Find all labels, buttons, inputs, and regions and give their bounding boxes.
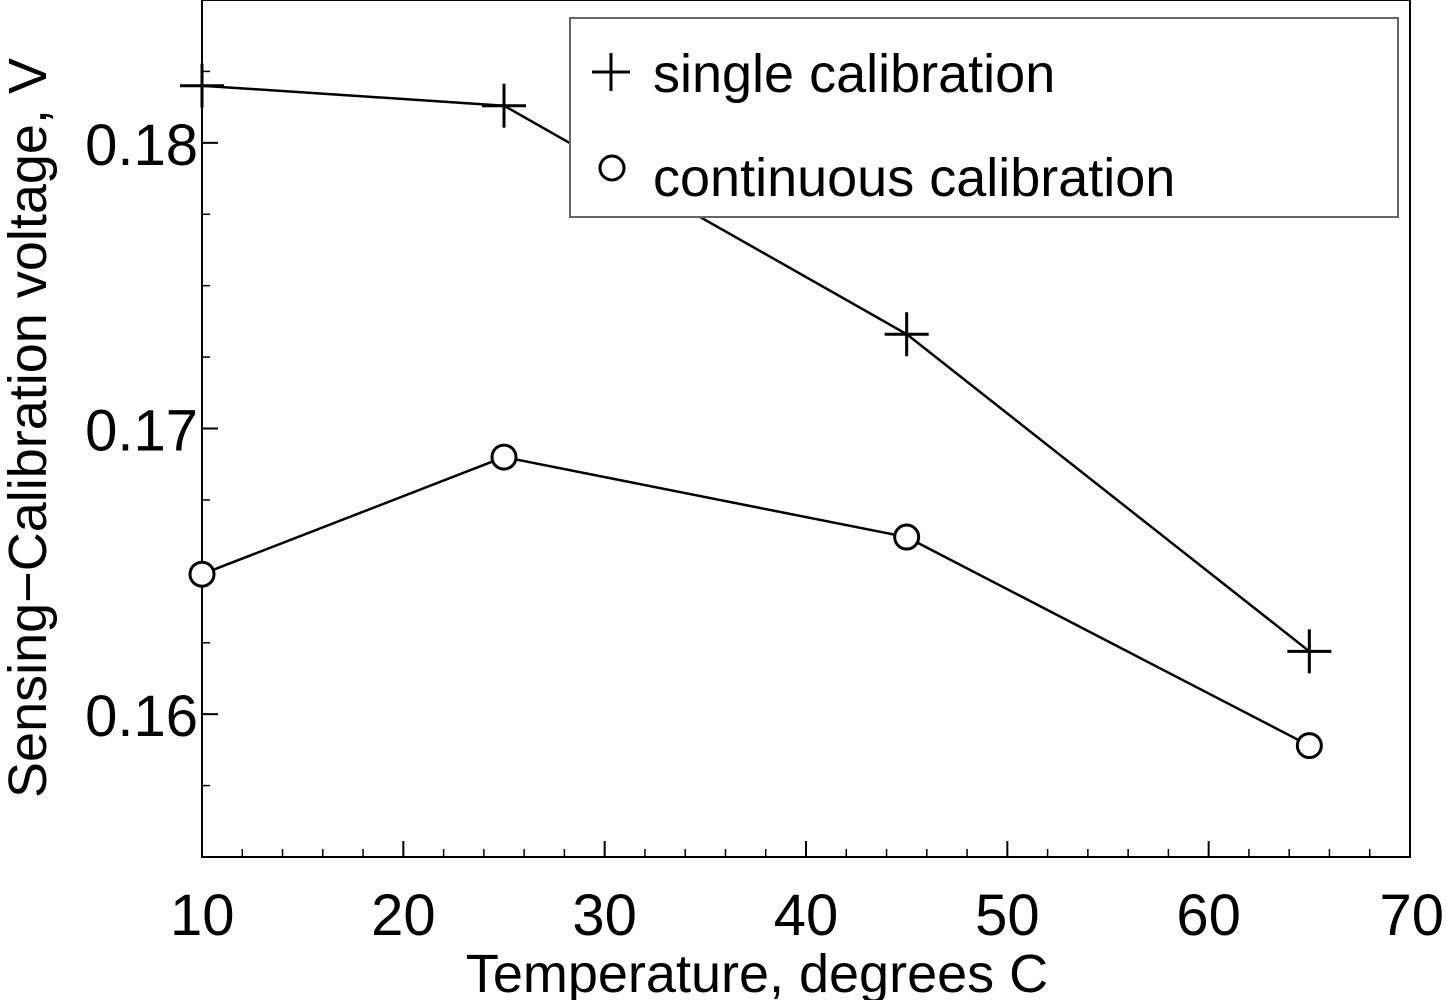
x-tick-label: 20 bbox=[371, 883, 436, 948]
major-ticks bbox=[201, 141, 1411, 857]
data-point-plus bbox=[482, 83, 526, 128]
x-tick-label: 40 bbox=[774, 883, 839, 948]
x-tick-label: 70 bbox=[1379, 883, 1444, 948]
data-point-circle bbox=[1295, 732, 1323, 760]
x-tick-label: 60 bbox=[1176, 883, 1241, 948]
x-axis-title: Temperature, degrees C bbox=[466, 944, 1048, 1000]
series-layer bbox=[180, 63, 1332, 760]
data-point-plus bbox=[884, 312, 929, 357]
data-point-circle bbox=[893, 523, 921, 551]
y-tick-label: 0.17 bbox=[85, 399, 198, 464]
legend-box bbox=[569, 17, 1399, 218]
x-tick-labels: 10 20 30 40 50 60 70 bbox=[170, 883, 1444, 948]
legend-label-single-calibration: single calibration bbox=[653, 44, 1055, 104]
data-point-plus bbox=[1287, 629, 1332, 674]
x-tick-label: 10 bbox=[170, 883, 235, 948]
series-line bbox=[201, 455, 1310, 747]
x-tick-label: 50 bbox=[975, 883, 1040, 948]
legend-marker-single-calibration bbox=[592, 53, 630, 91]
x-tick-label: 30 bbox=[572, 883, 637, 948]
y-tick-labels: 0.16 0.17 0.18 bbox=[85, 113, 198, 749]
y-tick-label: 0.16 bbox=[85, 684, 198, 749]
legend: single calibration continuous calibratio… bbox=[569, 17, 1399, 218]
series-line bbox=[201, 84, 1311, 653]
y-tick-label: 0.18 bbox=[85, 113, 198, 178]
y-axis-title: Sensing−Calibration voltage, V bbox=[0, 58, 58, 798]
data-point-plus bbox=[180, 63, 224, 108]
legend-label-continuous-calibration: continuous calibration bbox=[653, 148, 1175, 208]
data-point-circle bbox=[490, 443, 518, 471]
legend-marker-continuous-calibration bbox=[598, 154, 626, 182]
data-point-circle bbox=[188, 560, 216, 588]
